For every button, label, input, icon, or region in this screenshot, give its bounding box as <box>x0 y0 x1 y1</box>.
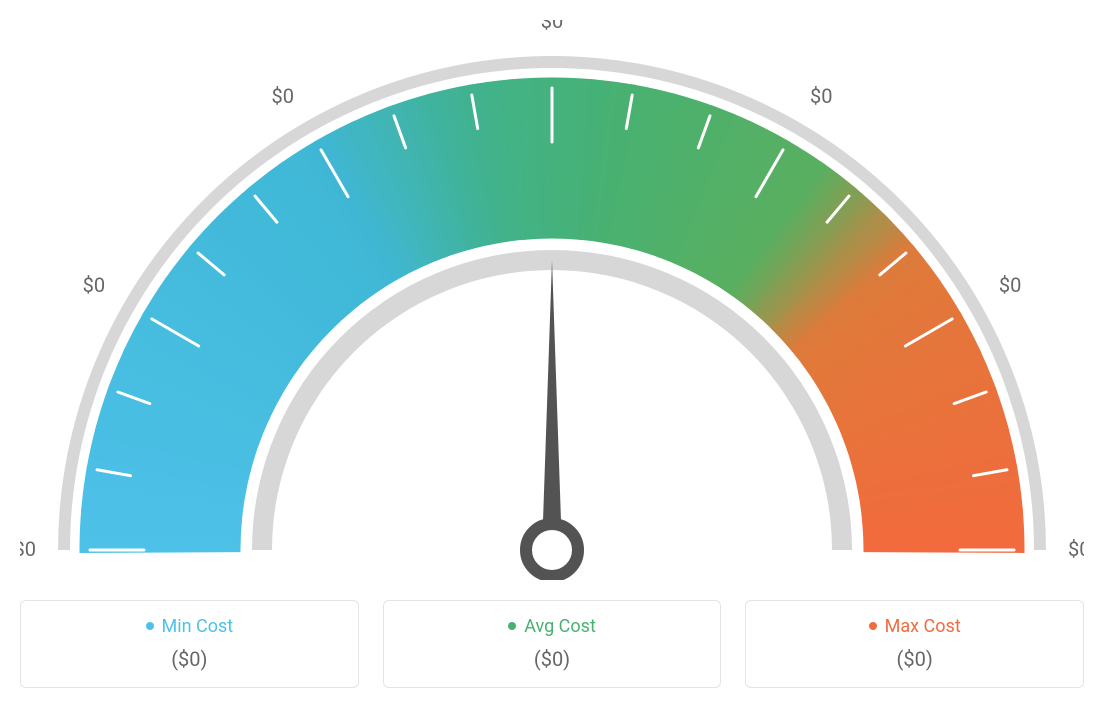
legend-label-text-avg: Avg Cost <box>524 616 596 637</box>
gauge-tick-label: $0 <box>810 84 832 108</box>
legend-value-min: ($0) <box>31 647 348 671</box>
legend-label-max: Max Cost <box>869 616 961 637</box>
gauge-tick-label: $0 <box>83 273 105 297</box>
legend-label-text-max: Max Cost <box>885 616 961 637</box>
legend-dot-avg <box>508 622 516 630</box>
gauge-tick-label: $0 <box>20 537 36 561</box>
legend-dot-min <box>146 622 154 630</box>
legend-card-min: Min Cost ($0) <box>20 600 359 688</box>
legend-value-avg: ($0) <box>394 647 711 671</box>
gauge-tick-label: $0 <box>541 20 563 33</box>
legend-row: Min Cost ($0) Avg Cost ($0) Max Cost ($0) <box>20 600 1084 688</box>
legend-dot-max <box>869 622 877 630</box>
cost-gauge-container: $0$0$0$0$0$0$0 Min Cost($0)Avg Cost($0)M… <box>20 20 1084 688</box>
legend-card-avg: Avg Cost ($0) <box>383 600 722 688</box>
gauge-tick-label: $0 <box>272 84 294 108</box>
legend-card-max: Max Cost ($0) <box>745 600 1084 688</box>
gauge-tick-label: $0 <box>999 273 1021 297</box>
gauge-needle <box>542 260 562 550</box>
legend-value-max: ($0) <box>756 647 1073 671</box>
legend-label-text-min: Min Cost <box>162 616 234 637</box>
gauge-chart: $0 $0 $0 $0 $0 $0 $0 <box>20 20 1084 580</box>
legend-label-avg: Avg Cost <box>508 616 596 637</box>
legend-label-min: Min Cost <box>146 616 234 637</box>
gauge-needle-hub <box>526 524 578 576</box>
gauge-tick-label: $0 <box>1068 537 1084 561</box>
